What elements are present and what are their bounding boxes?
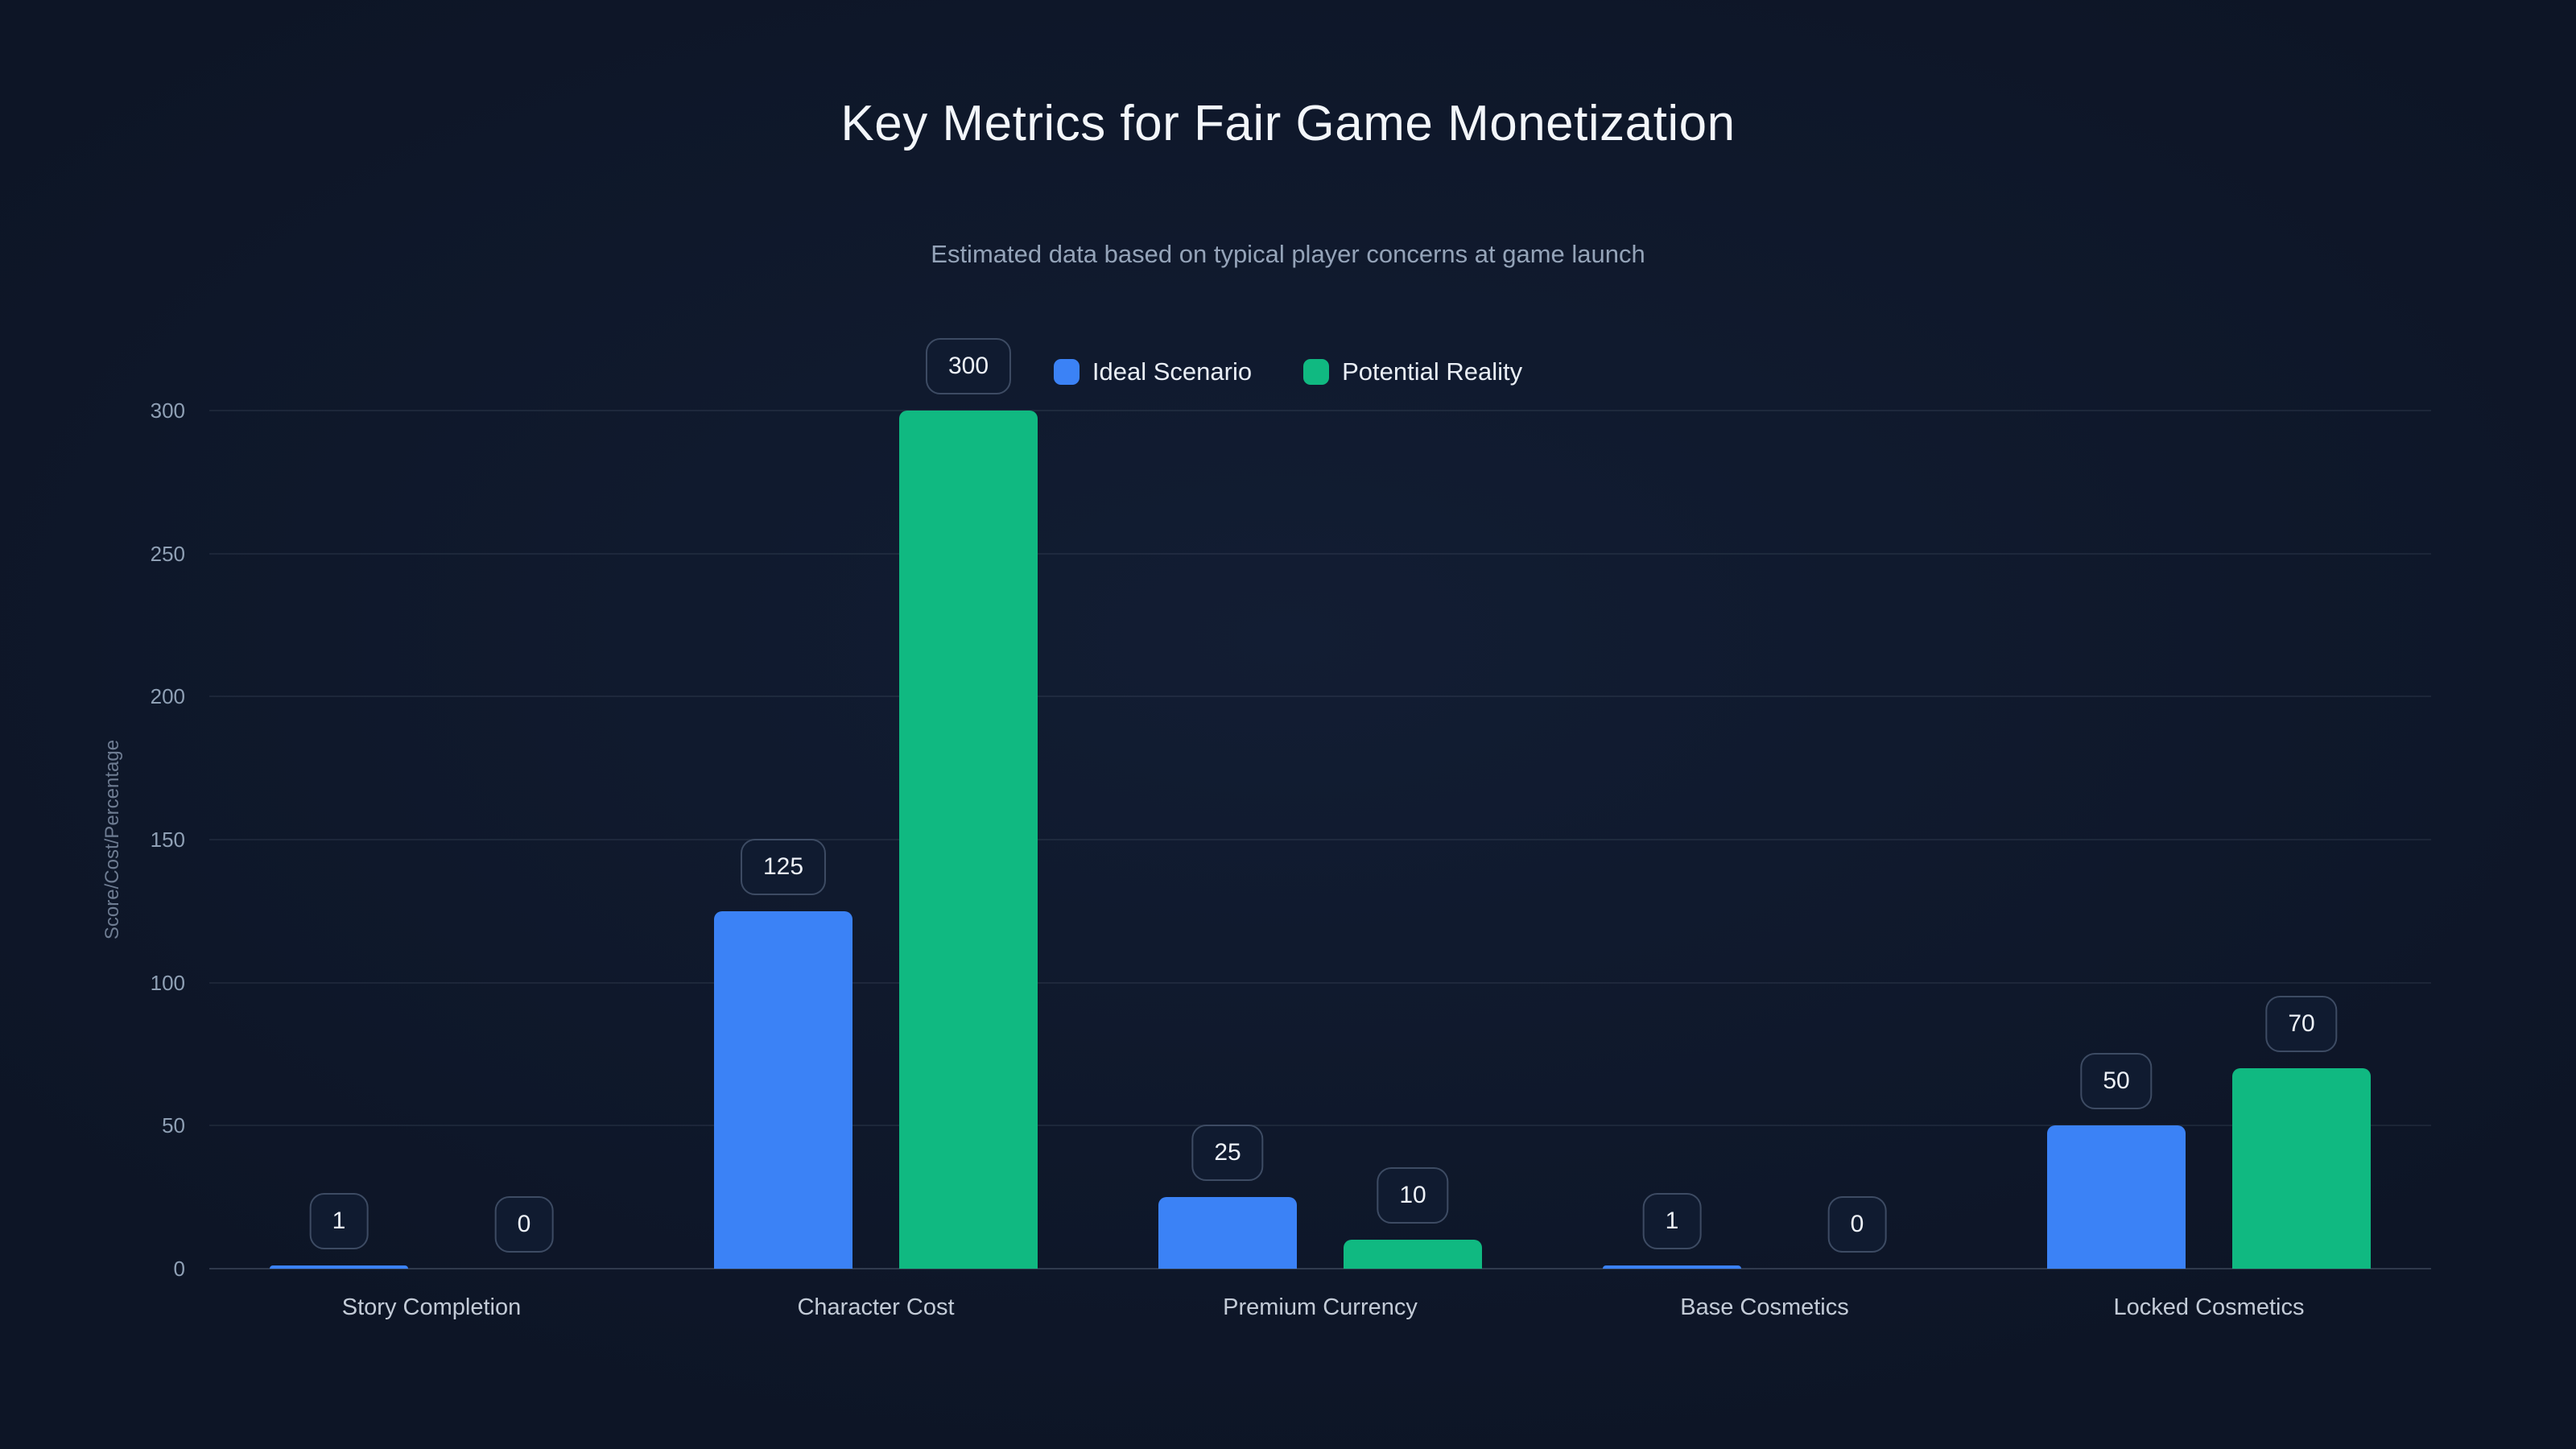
bar-slot: 300 bbox=[899, 338, 1038, 1269]
x-axis-category-label: Character Cost bbox=[797, 1294, 955, 1320]
gridline bbox=[209, 1125, 2431, 1127]
ideal-scenario-bar bbox=[714, 910, 852, 1269]
legend-swatch bbox=[1303, 359, 1330, 385]
y-axis-tick-label: 150 bbox=[150, 828, 185, 852]
y-axis-tick-label: 200 bbox=[150, 684, 185, 709]
bar-slot: 50 bbox=[2047, 411, 2186, 1269]
bar-slot: 1 bbox=[270, 411, 408, 1269]
gridline bbox=[209, 552, 2431, 555]
bar-pair: 25 10 bbox=[1158, 411, 1482, 1269]
gridline bbox=[209, 839, 2431, 840]
value-label: 25 bbox=[1191, 1125, 1264, 1182]
y-axis-tick-label: 0 bbox=[173, 1257, 185, 1281]
gridline bbox=[209, 410, 2431, 411]
bar-slot: 0 bbox=[1788, 411, 1926, 1269]
legend-swatch bbox=[1053, 359, 1080, 385]
bar-slot: 0 bbox=[455, 411, 593, 1269]
ideal-scenario-bar bbox=[270, 1265, 408, 1269]
y-axis-tick-label: 300 bbox=[150, 398, 185, 423]
bar-pair: 50 70 bbox=[2047, 411, 2371, 1269]
ideal-scenario-bar bbox=[2047, 1125, 2186, 1269]
ideal-scenario-bar bbox=[1158, 1197, 1297, 1269]
category-group: 50 70 Locked Cosmetics bbox=[1987, 411, 2431, 1320]
value-label: 300 bbox=[925, 338, 1012, 394]
value-label: 10 bbox=[1377, 1167, 1449, 1224]
x-axis-category-label: Base Cosmetics bbox=[1680, 1294, 1849, 1320]
bar-slot: 25 bbox=[1158, 411, 1297, 1269]
category-group: 1 0 Base Cosmetics bbox=[1542, 411, 1987, 1320]
legend-item[interactable]: Ideal Scenario bbox=[1053, 357, 1253, 386]
value-label: 70 bbox=[2265, 996, 2338, 1053]
value-label: 50 bbox=[2080, 1053, 2153, 1110]
potential-reality-bar bbox=[899, 411, 1038, 1269]
chart-title: Key Metrics for Fair Game Monetization bbox=[840, 96, 1736, 151]
bar-pair: 125 300 bbox=[714, 338, 1038, 1269]
bar-slot: 10 bbox=[1344, 411, 1482, 1269]
potential-reality-bar bbox=[2232, 1068, 2371, 1269]
value-label: 0 bbox=[494, 1196, 554, 1253]
y-axis-tick-label: 50 bbox=[162, 1113, 185, 1138]
value-label: 1 bbox=[309, 1193, 369, 1250]
potential-reality-bar bbox=[1344, 1240, 1482, 1269]
category-group: 25 10 Premium Currency bbox=[1098, 411, 1542, 1320]
legend-label: Potential Reality bbox=[1342, 357, 1523, 386]
y-axis-tick-label: 250 bbox=[150, 541, 185, 566]
chart-subtitle: Estimated data based on typical player c… bbox=[931, 240, 1645, 268]
x-axis-category-label: Locked Cosmetics bbox=[2113, 1294, 2305, 1320]
bar-slot: 1 bbox=[1603, 411, 1741, 1269]
gridline bbox=[209, 981, 2431, 984]
legend: Ideal Scenario Potential Reality bbox=[0, 357, 2576, 386]
gridline bbox=[209, 696, 2431, 698]
value-label: 1 bbox=[1642, 1193, 1702, 1250]
bar-slot: 70 bbox=[2232, 411, 2371, 1269]
plot-area: 0 50 100 150 200 250 300 1 0 Story Completion 125 3… bbox=[151, 338, 2431, 1320]
value-label: 125 bbox=[740, 838, 827, 895]
bar-groups: 1 0 Story Completion 125 300 Character Cost 25… bbox=[209, 338, 2431, 1320]
ideal-scenario-bar bbox=[1603, 1265, 1741, 1269]
legend-item[interactable]: Potential Reality bbox=[1303, 357, 1522, 386]
x-axis-baseline bbox=[209, 1268, 2431, 1269]
y-axis-tick-label: 100 bbox=[150, 970, 185, 995]
bar-slot: 125 bbox=[714, 411, 852, 1269]
category-group: 1 0 Story Completion bbox=[209, 411, 654, 1320]
x-axis-category-label: Story Completion bbox=[341, 1294, 522, 1320]
category-group: 125 300 Character Cost bbox=[654, 338, 1098, 1320]
legend-label: Ideal Scenario bbox=[1092, 357, 1253, 386]
x-axis-category-label: Premium Currency bbox=[1223, 1294, 1418, 1320]
value-label: 0 bbox=[1827, 1196, 1887, 1253]
